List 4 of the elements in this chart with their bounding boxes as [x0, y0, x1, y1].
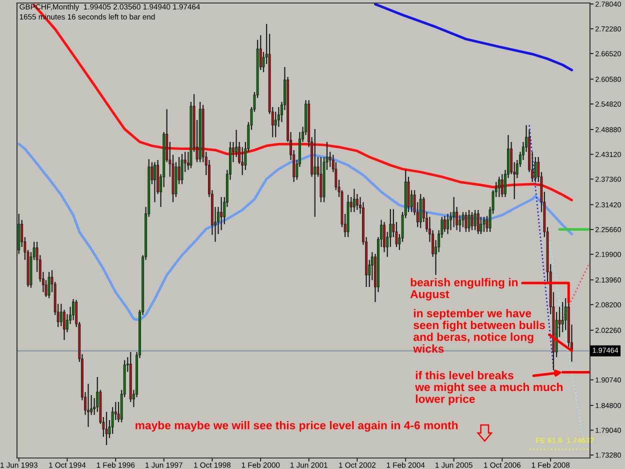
annotation: bearish engulfing in August	[410, 278, 518, 300]
annotation: if this level breaks we might see a much much lower price	[415, 371, 563, 406]
annotation: maybe maybe we will see this price level again in 4-6 month	[136, 421, 458, 432]
annotation: in september we have seen fight between bulls and beras, notice long wicks	[413, 308, 545, 353]
